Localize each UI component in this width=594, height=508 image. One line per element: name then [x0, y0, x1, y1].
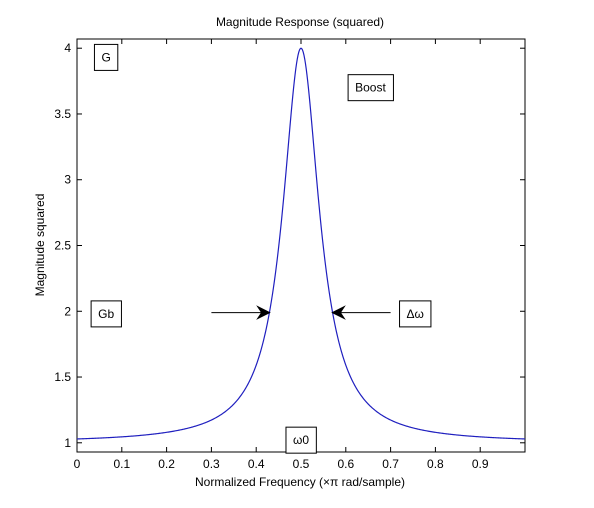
- y-tick-label: 2.5: [54, 239, 71, 253]
- magnitude-curve: [76, 47, 526, 440]
- x-tick-label: 0.1: [113, 457, 130, 471]
- x-tick-label: 0.6: [337, 457, 354, 471]
- x-tick-label: 0.8: [427, 457, 444, 471]
- plot-area: 0 0.1 0.2 0.3 0.4 0.5 0.6 0.7 0.8 0.9 1 1.5 2 2.5 3 3.5…: [54, 38, 526, 471]
- annotation-box: [93, 43, 119, 71]
- annotation-label: ω0: [293, 433, 309, 447]
- y-tick-label: 4: [64, 41, 71, 55]
- x-tick-label: 0.5: [293, 457, 310, 471]
- annotation-box: [285, 426, 317, 454]
- y-tick-label: 3.5: [54, 107, 71, 121]
- annotation-label: Gb: [98, 307, 114, 321]
- x-tick-label: 0: [74, 457, 81, 471]
- x-tick-label: 0.3: [203, 457, 220, 471]
- chart-title: Magnitude Response (squared): [216, 15, 384, 29]
- annotation-box: [399, 300, 432, 328]
- bandwidth-arrow-head: [256, 305, 271, 320]
- y-tick-label: 1.5: [54, 370, 71, 384]
- bandwidth-arrow-head: [331, 305, 346, 320]
- annotation-box: [347, 74, 394, 102]
- x-tick-label: 0.4: [248, 457, 265, 471]
- x-axis-label: Normalized Frequency (×π rad/sample): [195, 475, 405, 489]
- annotation-box: [90, 300, 122, 328]
- y-tick-label: 3: [64, 173, 71, 187]
- annotation-label: Boost: [355, 81, 386, 95]
- annotation-label: Δω: [407, 307, 424, 321]
- x-tick-label: 0.2: [158, 457, 175, 471]
- y-tick-label: 1: [64, 436, 71, 450]
- x-tick-label: 0.9: [472, 457, 489, 471]
- x-tick-label: 0.7: [382, 457, 399, 471]
- annotation-label: G: [101, 50, 110, 64]
- y-axis-label: Magnitude squared: [33, 194, 47, 297]
- y-tick-label: 2: [64, 304, 71, 318]
